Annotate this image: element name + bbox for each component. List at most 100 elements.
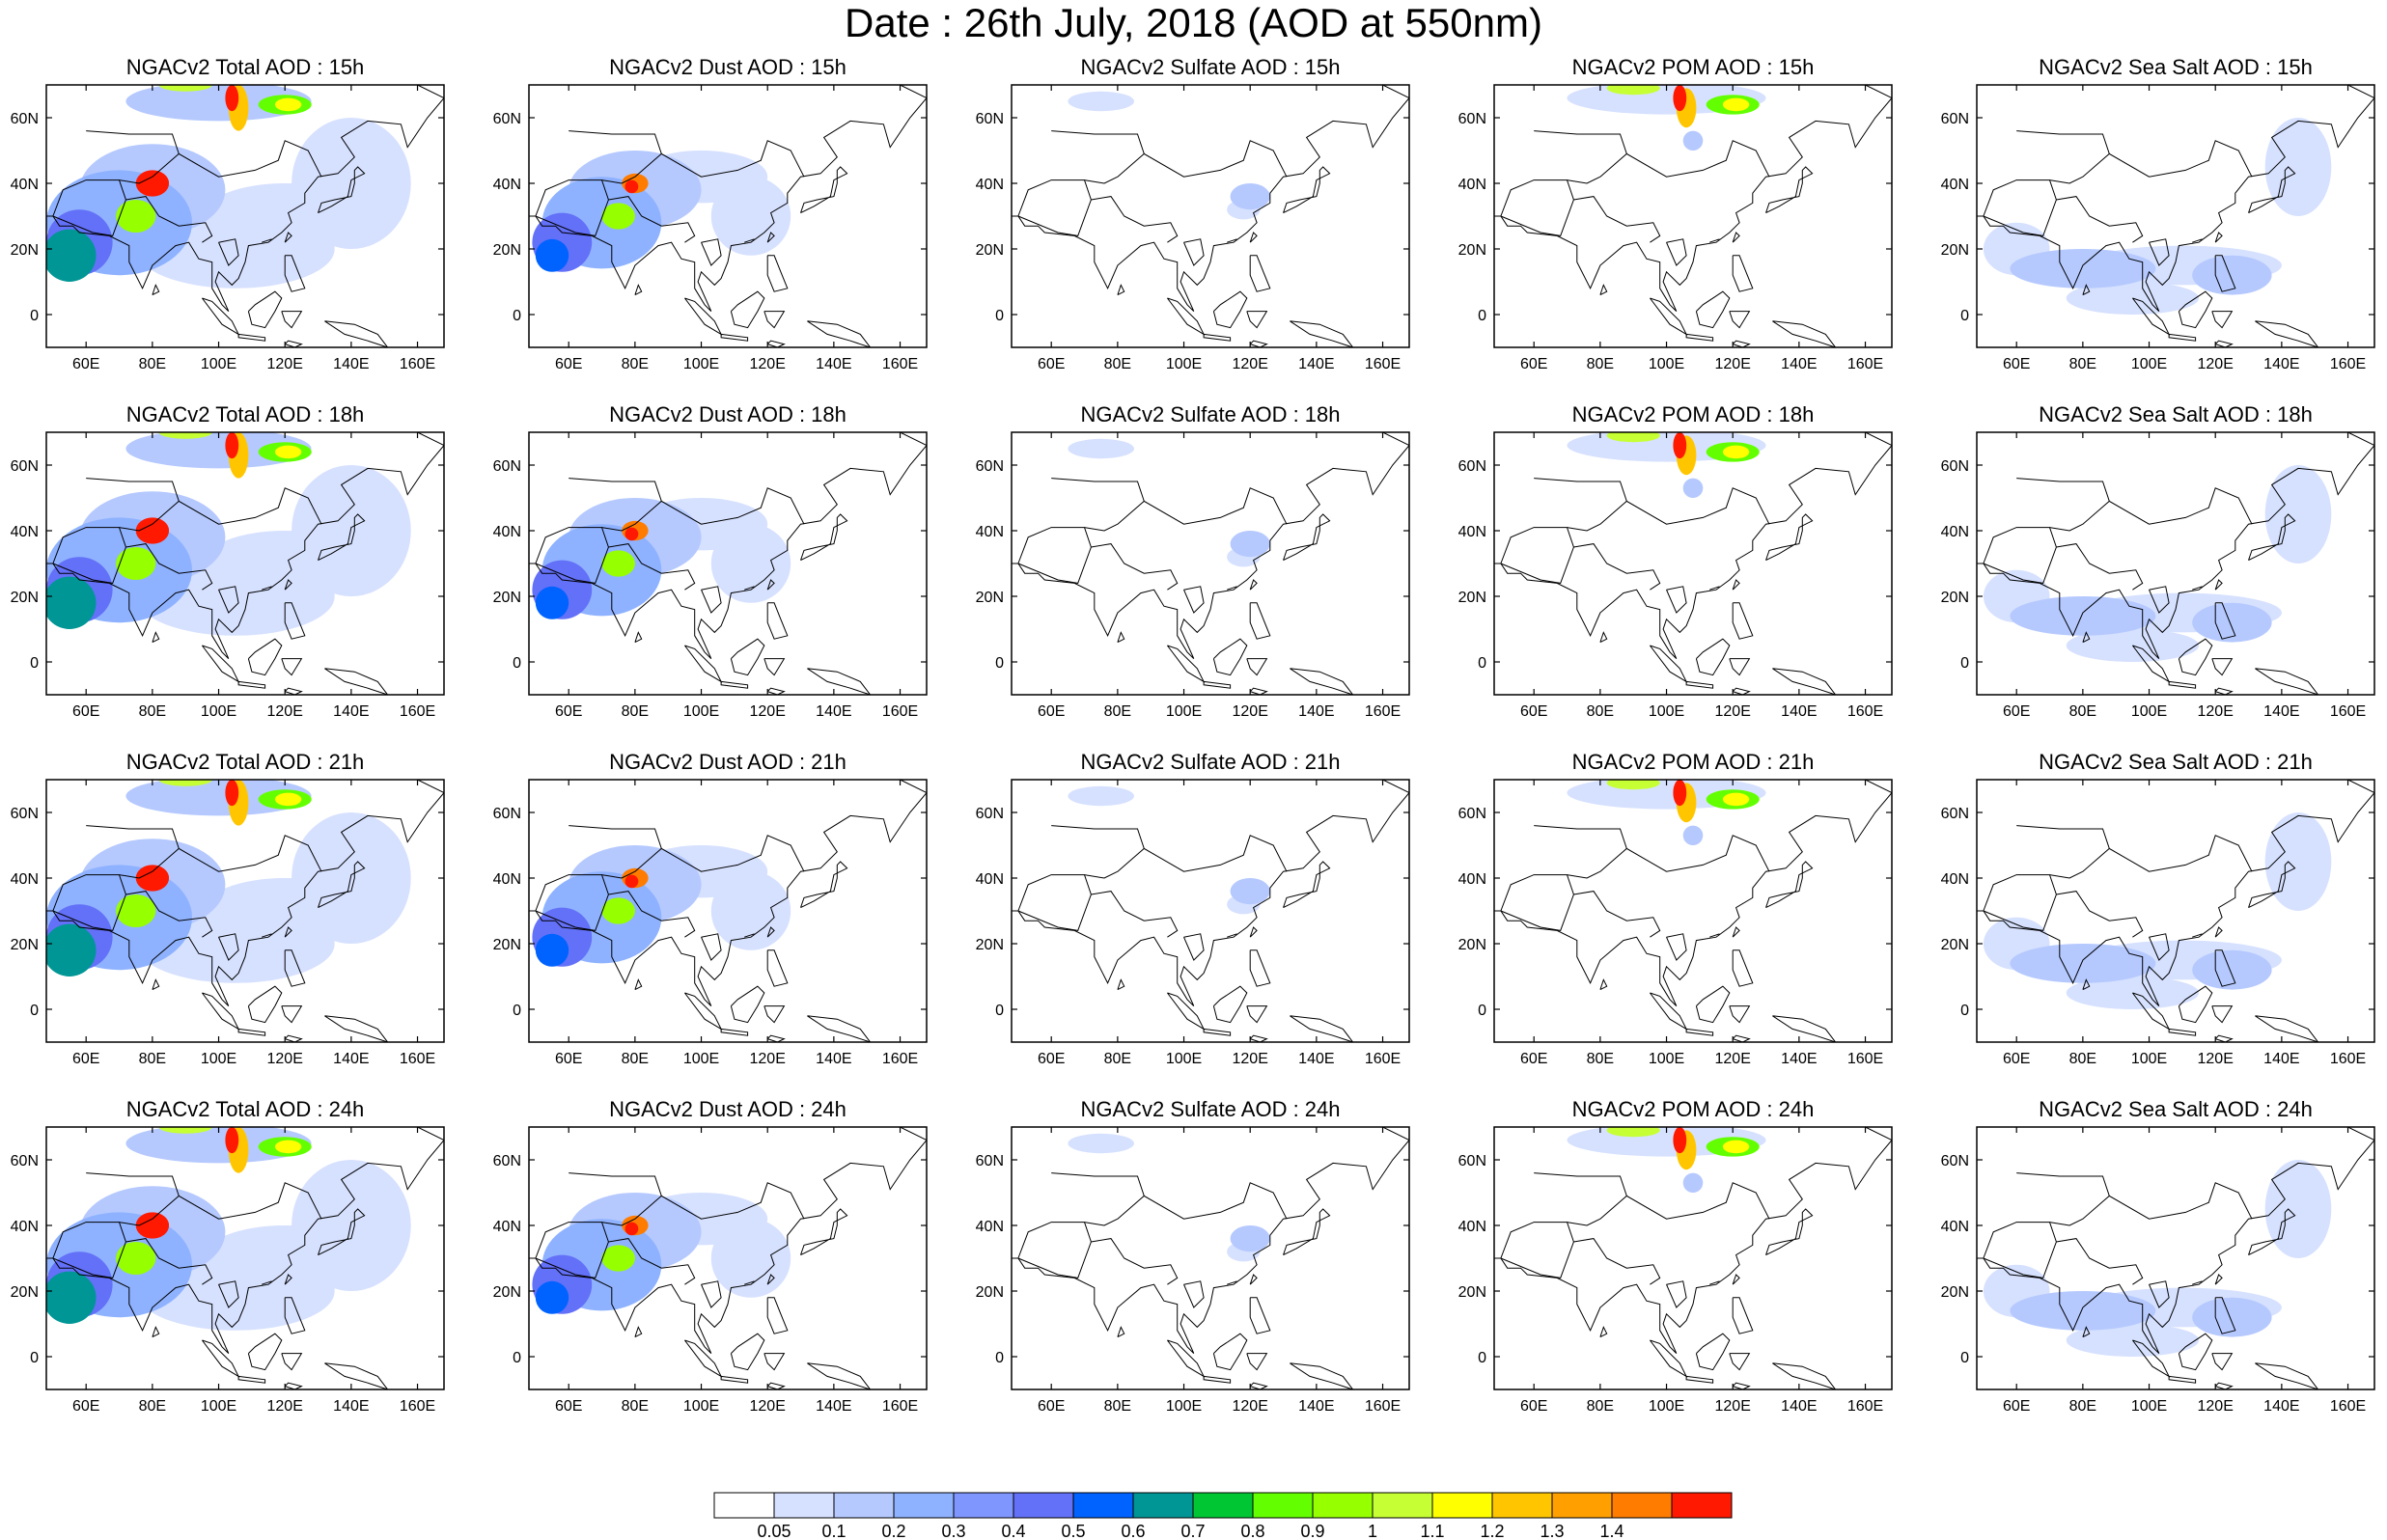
coastline [1666, 933, 1687, 961]
aod-field [46, 432, 444, 695]
coastline [608, 196, 696, 243]
lat-tick-label: 20N [1941, 937, 1969, 953]
coastline [1012, 780, 1409, 1006]
coastline [1732, 255, 1754, 292]
coastline [2082, 284, 2091, 296]
coastline [1695, 985, 1731, 1024]
lat-tick-label: 20N [493, 937, 521, 953]
lat-tick-label: 0 [1960, 1003, 1969, 1019]
coastline [634, 1182, 805, 1220]
coastline [2192, 933, 2203, 938]
lon-tick-label: 100E [2131, 356, 2167, 372]
coastline [247, 290, 283, 329]
lat-tick-label: 0 [1478, 308, 1486, 324]
map-panel-sulfate: NGACv2 Sulfate AOD : 21h 60E 80E 100E 120E 14… [954, 751, 1419, 1081]
coastline [684, 645, 723, 683]
map-plot: 60E 80E 100E 120E 140E 160E 60N 40N 20N 0 [976, 779, 1410, 1067]
lon-tick-label: 100E [683, 703, 719, 720]
aod-patch [2192, 1297, 2272, 1337]
coastline [1212, 638, 1248, 676]
coastline [46, 780, 444, 1006]
lon-tick-label: 140E [1298, 703, 1334, 720]
lat-tick-label: 40N [1941, 524, 1969, 540]
lat-tick-label: 0 [30, 655, 39, 672]
coastline [202, 1339, 240, 1378]
coastline [1765, 1208, 1814, 1256]
map-plot: 60E 80E 100E 120E 140E 160E 60N 40N 20N 0 [976, 431, 1410, 720]
colorbar-swatch [893, 1492, 955, 1519]
aod-patch [225, 432, 239, 459]
lat-tick-label: 20N [976, 590, 1004, 606]
coastline [1249, 926, 1258, 938]
lat-tick-label: 40N [493, 1219, 521, 1235]
lon-tick-label: 80E [1587, 356, 1614, 372]
map-plot: 60E 80E 100E 120E 140E 160E 60N 40N 20N 0 [11, 431, 445, 720]
coastline [763, 1005, 786, 1024]
coastline [284, 1382, 303, 1389]
coastline [1117, 1326, 1125, 1338]
aod-patch [601, 203, 635, 230]
lat-tick-label: 40N [1941, 177, 1969, 193]
map-frame [528, 779, 928, 1043]
coastline [763, 658, 786, 676]
coastline [1732, 602, 1754, 640]
coastline [2211, 658, 2234, 676]
lat-tick-label: 0 [995, 655, 1004, 672]
lon-tick-label: 120E [1715, 1051, 1751, 1067]
coastline [52, 527, 126, 584]
coastline [2016, 130, 2110, 154]
lat-tick-label: 60N [1458, 1153, 1486, 1169]
coastline [1695, 290, 1731, 329]
lat-tick-label: 40N [1458, 1219, 1486, 1235]
lon-tick-label: 60E [72, 1051, 99, 1067]
coastline [2149, 238, 2170, 266]
lon-tick-label: 100E [683, 1398, 719, 1415]
coastline [1017, 1222, 1092, 1279]
lon-tick-label: 100E [201, 703, 236, 720]
lat-tick-label: 40N [11, 177, 39, 193]
map-panel-pom: NGACv2 POM AOD : 15h 60E 80E 100E 120E 140E 16… [1436, 56, 1901, 386]
map-panel-seasalt: NGACv2 Sea Salt AOD : 24h 60E 80E 100E 120E 1… [1919, 1098, 2384, 1428]
coastline [1249, 1382, 1268, 1389]
aod-patch [158, 780, 212, 786]
lat-tick-label: 0 [513, 1350, 521, 1366]
coastline [535, 1222, 609, 1279]
coastline [1685, 1375, 1714, 1384]
coastline [86, 478, 180, 502]
coastline [2016, 1172, 2110, 1196]
coastline [2082, 487, 2253, 525]
aod-patch [116, 547, 156, 580]
colorbar-label: 1.2 [1480, 1522, 1504, 1540]
coastline [2168, 680, 2197, 689]
coastline [1765, 861, 1814, 909]
coastline [720, 1028, 749, 1036]
lon-tick-label: 80E [1587, 1051, 1614, 1067]
lat-tick-label: 0 [1478, 1350, 1486, 1366]
map-frame [1493, 1126, 1893, 1390]
lat-tick-label: 20N [976, 937, 1004, 953]
coastline [52, 1222, 126, 1279]
coastline [1534, 130, 1627, 154]
lat-tick-label: 60N [493, 1153, 521, 1169]
coastline [218, 933, 239, 961]
coastline [152, 631, 160, 644]
coastline [2049, 176, 2084, 184]
coastline [1246, 311, 1268, 329]
coastline [1290, 1015, 1354, 1042]
aod-field [1977, 85, 2374, 347]
lon-tick-label: 80E [1104, 356, 1131, 372]
coastline [766, 232, 775, 243]
coastline [701, 238, 722, 266]
lon-tick-label: 80E [2069, 1051, 2096, 1067]
map-plot: 60E 80E 100E 120E 140E 160E 60N 40N 20N 0 [493, 1126, 928, 1415]
coastline [701, 933, 722, 961]
lat-tick-label: 40N [976, 524, 1004, 540]
coastline [86, 1172, 180, 1196]
coastline [807, 668, 872, 695]
colorbar-swatch [1551, 1492, 1613, 1519]
coastline [125, 891, 213, 938]
colorbar-swatch [1491, 1492, 1553, 1519]
coastline [324, 1362, 389, 1389]
coastline [1249, 1297, 1271, 1334]
coastline [1573, 1238, 1661, 1285]
